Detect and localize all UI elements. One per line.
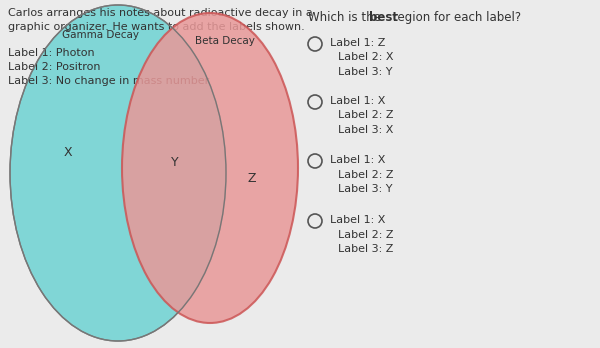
Text: graphic organizer. He wants to add the labels shown.: graphic organizer. He wants to add the l… xyxy=(8,22,305,32)
Text: Label 2: Z: Label 2: Z xyxy=(338,169,394,180)
Text: Which is the: Which is the xyxy=(308,11,385,24)
Ellipse shape xyxy=(122,13,298,323)
Text: Label 1: X: Label 1: X xyxy=(330,215,385,225)
Text: region for each label?: region for each label? xyxy=(389,11,521,24)
Text: Gamma Decay: Gamma Decay xyxy=(62,30,139,40)
Text: Label 2: Positron: Label 2: Positron xyxy=(8,62,101,72)
Ellipse shape xyxy=(10,5,226,341)
Text: Carlos arranges his notes about radioactive decay in a: Carlos arranges his notes about radioact… xyxy=(8,8,313,18)
Text: X: X xyxy=(64,147,73,159)
Text: best: best xyxy=(370,11,398,24)
Text: Label 3: Z: Label 3: Z xyxy=(338,244,394,254)
Text: Beta Decay: Beta Decay xyxy=(195,36,255,46)
Text: Label 1: Z: Label 1: Z xyxy=(330,38,385,48)
Text: Label 1: X: Label 1: X xyxy=(330,155,385,165)
Text: Label 2: Z: Label 2: Z xyxy=(338,229,394,239)
Text: Label 2: Z: Label 2: Z xyxy=(338,111,394,120)
Text: Label 3: Y: Label 3: Y xyxy=(338,67,392,77)
Text: Label 1: Photon: Label 1: Photon xyxy=(8,48,95,58)
Text: Label 2: X: Label 2: X xyxy=(338,53,394,63)
Text: Label 3: Y: Label 3: Y xyxy=(338,184,392,194)
Text: Label 1: X: Label 1: X xyxy=(330,96,385,106)
Text: Y: Y xyxy=(171,157,179,169)
Text: Z: Z xyxy=(248,172,256,184)
Text: Label 3: X: Label 3: X xyxy=(338,125,394,135)
Text: Label 3: No change in mass number: Label 3: No change in mass number xyxy=(8,76,209,86)
